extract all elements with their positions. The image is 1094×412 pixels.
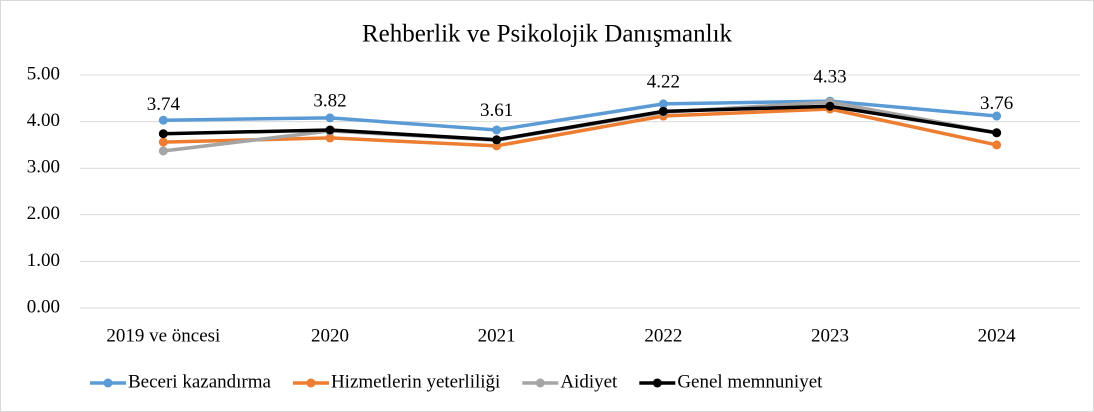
data-point: [325, 133, 335, 143]
series-line: [163, 104, 997, 142]
y-tick-label: 1.00: [27, 250, 60, 271]
y-tick-label: 4.00: [27, 110, 60, 131]
legend-label: Hizmetlerin yeterliliği: [331, 371, 500, 392]
data-label: 3.74: [147, 94, 181, 115]
data-point: [492, 125, 502, 135]
y-tick-label: 0.00: [27, 296, 60, 317]
data-point: [992, 140, 1002, 150]
data-point: [658, 99, 668, 109]
x-tick-label: 2019 ve öncesi: [106, 325, 220, 346]
legend-label: Aidiyet: [560, 371, 618, 392]
data-point: [658, 106, 668, 116]
data-point: [158, 137, 168, 147]
y-tick-label: 5.00: [27, 63, 60, 84]
data-label: 3.76: [980, 93, 1013, 114]
data-point: [325, 113, 335, 123]
y-tick-label: 2.00: [27, 203, 60, 224]
data-point: [492, 135, 502, 145]
legend-label: Genel memnuniyet: [677, 371, 823, 392]
data-point: [992, 111, 1002, 121]
legend-marker: [535, 378, 545, 388]
legend-marker: [306, 378, 316, 388]
series-line: [163, 107, 998, 148]
legend-marker: [652, 378, 662, 388]
legend-label: Beceri kazandırma: [128, 371, 272, 392]
data-point: [158, 115, 168, 125]
x-tick-label: 2022: [644, 325, 682, 346]
data-point: [325, 125, 335, 135]
data-label: 4.33: [813, 67, 846, 88]
data-label: 4.22: [647, 72, 680, 93]
legend-marker: [103, 378, 113, 388]
y-tick-label: 3.00: [27, 157, 60, 178]
data-point: [158, 129, 168, 139]
chart-title: Rehberlik ve Psikolojik Danışmanlık: [362, 21, 733, 48]
data-label: 3.61: [480, 100, 513, 121]
x-tick-label: 2021: [478, 325, 516, 346]
data-label: 3.82: [313, 90, 346, 111]
x-tick-label: 2024: [978, 325, 1017, 346]
x-tick-label: 2020: [311, 325, 349, 346]
data-point: [825, 101, 835, 111]
x-tick-label: 2023: [811, 325, 849, 346]
data-point: [158, 146, 168, 156]
series-line: [163, 99, 997, 132]
data-point: [992, 128, 1002, 138]
